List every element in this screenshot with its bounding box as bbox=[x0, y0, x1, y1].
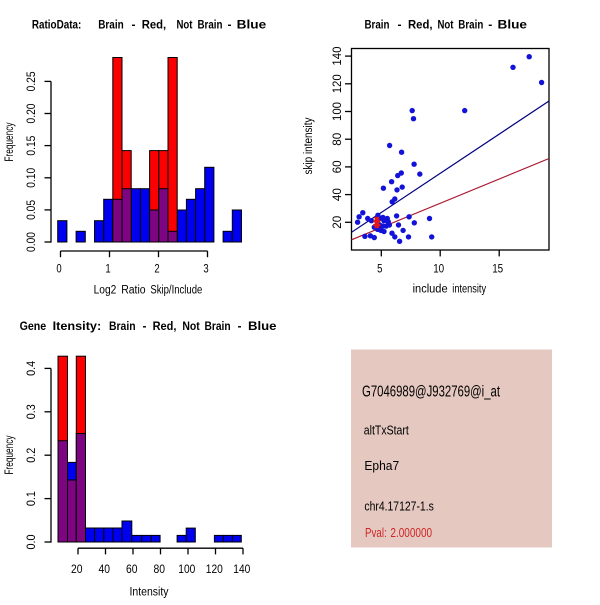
svg-text:120: 120 bbox=[206, 564, 223, 576]
svg-text:Frequency: Frequency bbox=[4, 122, 16, 161]
svg-text:Not: Not bbox=[177, 18, 193, 32]
svg-text:5: 5 bbox=[377, 264, 382, 276]
svg-text:-: - bbox=[132, 18, 136, 32]
svg-text:Brain: Brain bbox=[198, 18, 223, 32]
svg-text:skip intensity: skip intensity bbox=[303, 117, 315, 174]
svg-text:-: - bbox=[143, 319, 147, 333]
svg-text:Blue: Blue bbox=[498, 18, 528, 32]
svg-text:80: 80 bbox=[332, 133, 344, 146]
svg-text:3: 3 bbox=[203, 264, 208, 276]
svg-text:RatioData:: RatioData: bbox=[32, 18, 81, 32]
svg-text:140: 140 bbox=[233, 564, 250, 576]
svg-text:100: 100 bbox=[332, 102, 344, 121]
svg-text:1: 1 bbox=[105, 264, 110, 276]
svg-text:0.15: 0.15 bbox=[26, 136, 38, 156]
svg-text:Frequency: Frequency bbox=[4, 435, 16, 474]
svg-text:100: 100 bbox=[178, 564, 195, 576]
svg-text:60: 60 bbox=[126, 564, 138, 576]
svg-text:Not: Not bbox=[438, 18, 454, 32]
svg-text:Red,: Red, bbox=[153, 319, 177, 333]
svg-text:chr4.17127-1.s: chr4.17127-1.s bbox=[364, 499, 434, 514]
svg-text:0.05: 0.05 bbox=[26, 200, 38, 220]
svg-text:Blue: Blue bbox=[248, 319, 277, 333]
svg-text:2.000000: 2.000000 bbox=[390, 525, 432, 540]
svg-text:0.25: 0.25 bbox=[26, 71, 38, 91]
svg-text:0.10: 0.10 bbox=[26, 168, 38, 188]
svg-text:0.4: 0.4 bbox=[26, 360, 38, 376]
svg-text:20: 20 bbox=[71, 564, 83, 576]
svg-text:-: - bbox=[238, 319, 242, 333]
svg-text:80: 80 bbox=[154, 564, 166, 576]
svg-text:20: 20 bbox=[332, 216, 344, 229]
svg-text:0.00: 0.00 bbox=[26, 232, 38, 252]
svg-text:0.3: 0.3 bbox=[26, 404, 38, 419]
svg-text:Epha7: Epha7 bbox=[364, 458, 399, 473]
svg-text:Brain: Brain bbox=[109, 319, 136, 333]
svg-text:Pval:: Pval: bbox=[365, 525, 387, 540]
svg-text:Brain: Brain bbox=[98, 18, 124, 32]
svg-text:Not: Not bbox=[182, 319, 199, 333]
svg-text:0.2: 0.2 bbox=[26, 448, 38, 463]
svg-text:0.1: 0.1 bbox=[26, 491, 38, 506]
svg-text:15: 15 bbox=[492, 264, 503, 276]
svg-text:Red,: Red, bbox=[142, 18, 167, 32]
svg-text:Itensity:: Itensity: bbox=[53, 319, 102, 333]
svg-text:intensity: intensity bbox=[452, 283, 486, 295]
svg-text:140: 140 bbox=[332, 47, 344, 66]
svg-text:-: - bbox=[398, 18, 402, 32]
svg-text:-: - bbox=[488, 18, 492, 32]
svg-text:Blue: Blue bbox=[237, 18, 267, 32]
svg-text:-: - bbox=[228, 18, 232, 32]
svg-text:10: 10 bbox=[433, 264, 444, 276]
svg-text:Intensity: Intensity bbox=[130, 587, 169, 599]
svg-text:40: 40 bbox=[332, 188, 344, 201]
svg-text:Ratio: Ratio bbox=[121, 285, 145, 297]
svg-text:G7046989@J932769@i_at: G7046989@J932769@i_at bbox=[362, 383, 500, 400]
svg-text:40: 40 bbox=[99, 564, 111, 576]
svg-text:include: include bbox=[413, 283, 448, 295]
svg-text:Log2: Log2 bbox=[94, 285, 117, 297]
svg-text:Brain: Brain bbox=[365, 18, 390, 32]
svg-text:2: 2 bbox=[154, 264, 159, 276]
svg-text:Brain: Brain bbox=[458, 18, 483, 32]
svg-text:Gene: Gene bbox=[20, 319, 47, 333]
svg-text:0.20: 0.20 bbox=[26, 104, 38, 124]
svg-text:altTxStart: altTxStart bbox=[364, 423, 409, 438]
svg-text:Brain: Brain bbox=[205, 319, 231, 333]
svg-text:Red,: Red, bbox=[408, 18, 433, 32]
svg-text:0: 0 bbox=[56, 264, 61, 276]
svg-text:0.0: 0.0 bbox=[26, 535, 38, 550]
svg-text:60: 60 bbox=[332, 160, 344, 173]
svg-text:Skip/Include: Skip/Include bbox=[150, 285, 202, 297]
svg-text:120: 120 bbox=[332, 74, 344, 93]
